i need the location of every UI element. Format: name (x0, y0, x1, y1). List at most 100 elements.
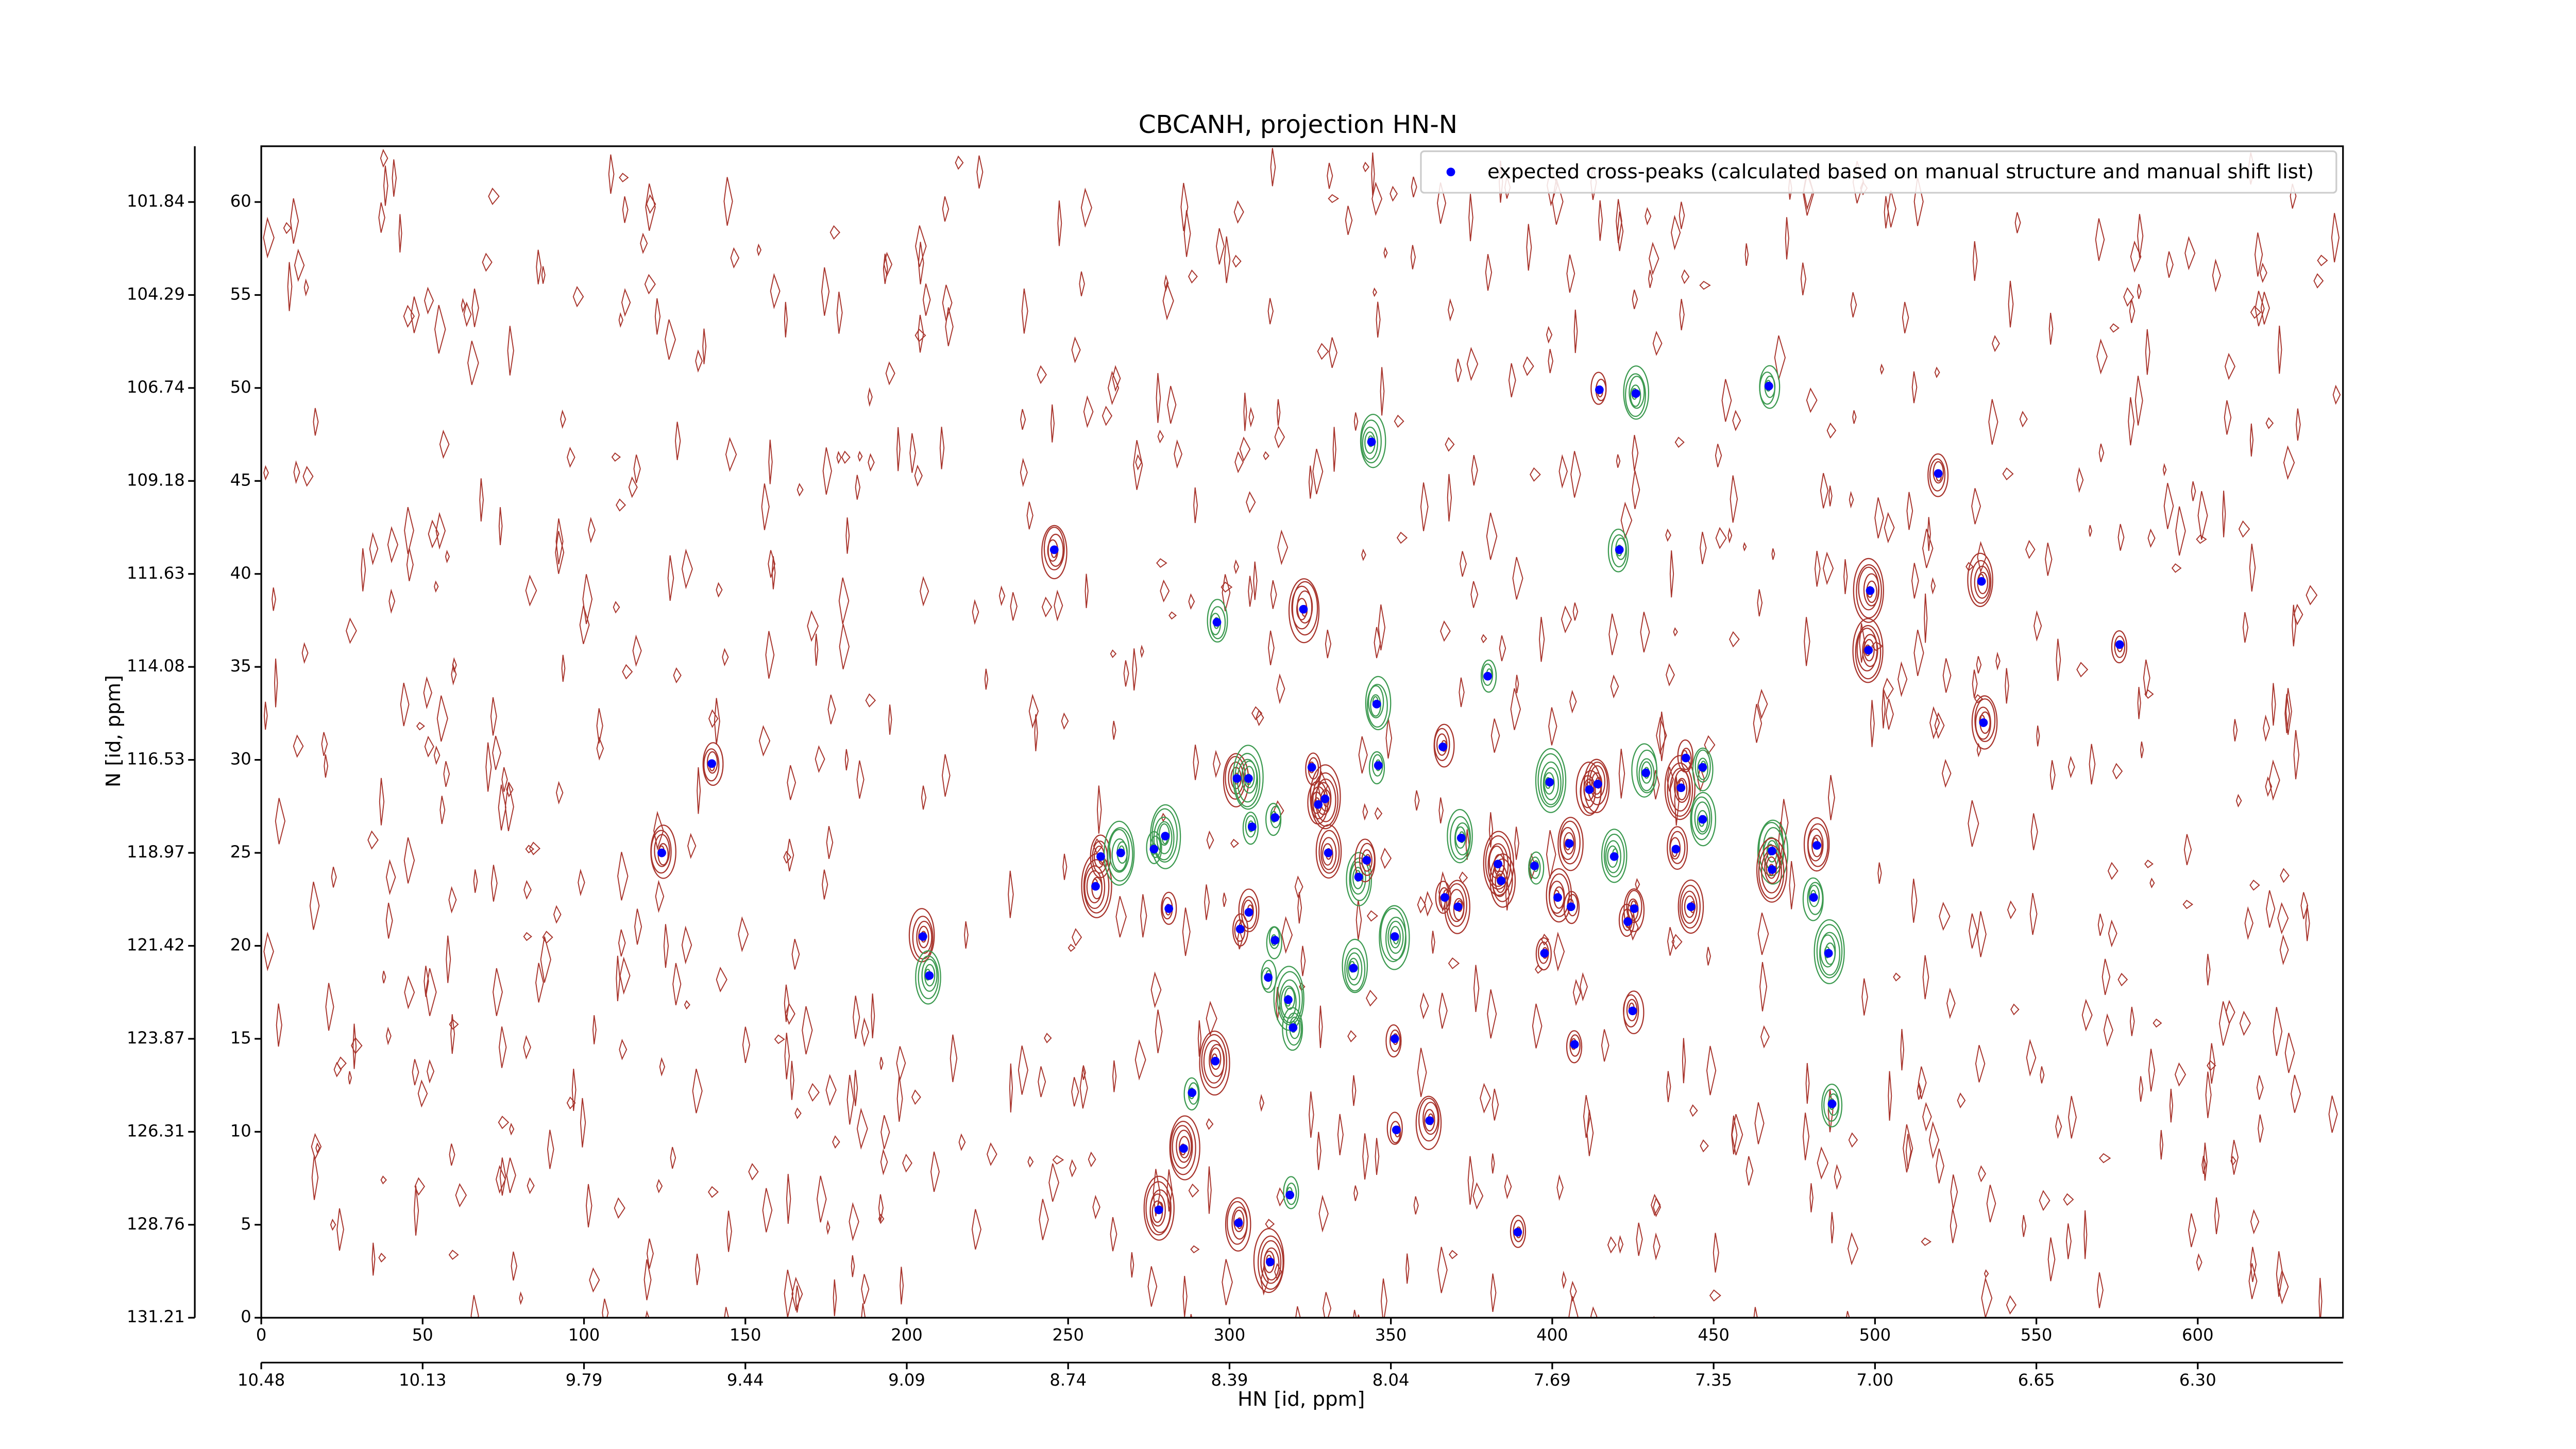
noise-contour (592, 1015, 597, 1044)
noise-contour (1188, 593, 1195, 610)
noise-contour (2231, 1140, 2239, 1175)
noise-contour (2188, 1213, 2197, 1248)
noise-contour (403, 837, 415, 884)
noise-contour (1610, 674, 1619, 699)
noise-contour (1470, 581, 1479, 608)
noise-contour (632, 634, 642, 667)
peak-contour (1853, 558, 1884, 623)
peak-contour (1855, 625, 1882, 680)
noise-contour (1771, 548, 1775, 560)
legend-label: expected cross-peaks (calculated based o… (1487, 160, 2314, 183)
noise-contour (1155, 1009, 1163, 1053)
peak-contour (1757, 819, 1789, 885)
noise-contour (1805, 1063, 1810, 1104)
noise-contour (1248, 576, 1253, 607)
peak-contour (1279, 979, 1300, 1023)
noise-contour (2067, 755, 2075, 779)
peak-point (1812, 841, 1821, 850)
noise-contour (1753, 1307, 1758, 1318)
noise-contour (1052, 1155, 1064, 1165)
noise-contour (511, 1251, 517, 1281)
noise-contour (1027, 1156, 1034, 1168)
noise-contour (479, 478, 484, 522)
noise-contour (1265, 1219, 1275, 1229)
peak-contour (1241, 896, 1258, 930)
noise-contour (2284, 1033, 2295, 1073)
noise-contour (942, 196, 950, 222)
noise-contour (378, 1253, 386, 1263)
noise-contour (2076, 467, 2084, 493)
peak-contour (915, 950, 941, 1005)
noise-contour (1809, 1183, 1814, 1212)
noise-contour (1147, 1266, 1158, 1307)
ppm-y-tick-label: 104.29 (127, 284, 185, 304)
noise-contour (2117, 524, 2125, 551)
peak-contour (1559, 820, 1581, 865)
peak-contour (1086, 870, 1103, 904)
x-tick-label: 100 (568, 1325, 600, 1345)
noise-contour (1709, 1289, 1721, 1302)
peak-contour (1540, 761, 1562, 805)
peak-contour (1228, 761, 1244, 795)
noise-contour (1110, 649, 1117, 659)
x-tick-label: 250 (1052, 1325, 1084, 1345)
noise-contour (1942, 658, 1952, 693)
noise-contour (2068, 1096, 2077, 1139)
noise-contour (1573, 309, 1578, 353)
noise-contour (1917, 1083, 1922, 1100)
noise-contour (619, 173, 629, 182)
noise-contour (602, 1299, 609, 1318)
noise-contour (596, 736, 604, 761)
noise-contour (1230, 838, 1240, 848)
noise-contour (2212, 258, 2221, 293)
noise-contour (2169, 1088, 2174, 1123)
noise-contour (634, 908, 642, 945)
noise-contour (414, 1177, 426, 1196)
noise-contour (1110, 1217, 1117, 1252)
peak-point (1438, 742, 1447, 751)
noise-contour (1215, 228, 1225, 265)
noise-contour (2277, 325, 2282, 374)
noise-contour (1774, 335, 1786, 380)
noise-contour (309, 882, 320, 930)
noise-contour (1859, 623, 1866, 663)
noise-contour (1893, 972, 1901, 982)
noise-contour (2117, 972, 2128, 987)
noise-contour (1757, 913, 1769, 955)
peak-point (1553, 893, 1562, 902)
noise-contour (302, 466, 314, 487)
noise-contour (385, 859, 396, 896)
noise-contour (1706, 1046, 1717, 1096)
noise-contour (1922, 528, 1934, 568)
noise-contour (1645, 207, 1652, 226)
noise-contour (1140, 894, 1147, 938)
noise-contour (2129, 299, 2136, 324)
noise-contour (1140, 645, 1144, 659)
noise-contour (1362, 161, 1369, 173)
noise-contour (1467, 1156, 1474, 1205)
noise-contour (1378, 604, 1386, 651)
noise-contour (914, 328, 926, 342)
peak-contour (1563, 891, 1580, 924)
noise-contour (845, 517, 850, 554)
noise-contour (1721, 379, 1732, 422)
noise-contour (879, 1057, 884, 1070)
noise-contour (1079, 271, 1085, 297)
noise-contour (1383, 246, 1388, 259)
peak-contour (1626, 890, 1642, 923)
noise-contour (1362, 803, 1368, 821)
noise-contour (2103, 1013, 2113, 1047)
peak-contour (1975, 706, 1991, 740)
peak-contour (1172, 1125, 1193, 1169)
noise-contour (2096, 1272, 2104, 1308)
peak-point (1188, 1088, 1197, 1097)
noise-contour (589, 1267, 600, 1293)
noise-contour (695, 349, 703, 373)
noise-contour (2218, 1001, 2230, 1046)
noise-contour (880, 1148, 888, 1176)
peak-contour (654, 834, 670, 867)
peak-contour (1209, 606, 1226, 639)
noise-contour (784, 1033, 790, 1080)
peak-point (1354, 872, 1363, 882)
peak-point (707, 759, 717, 768)
